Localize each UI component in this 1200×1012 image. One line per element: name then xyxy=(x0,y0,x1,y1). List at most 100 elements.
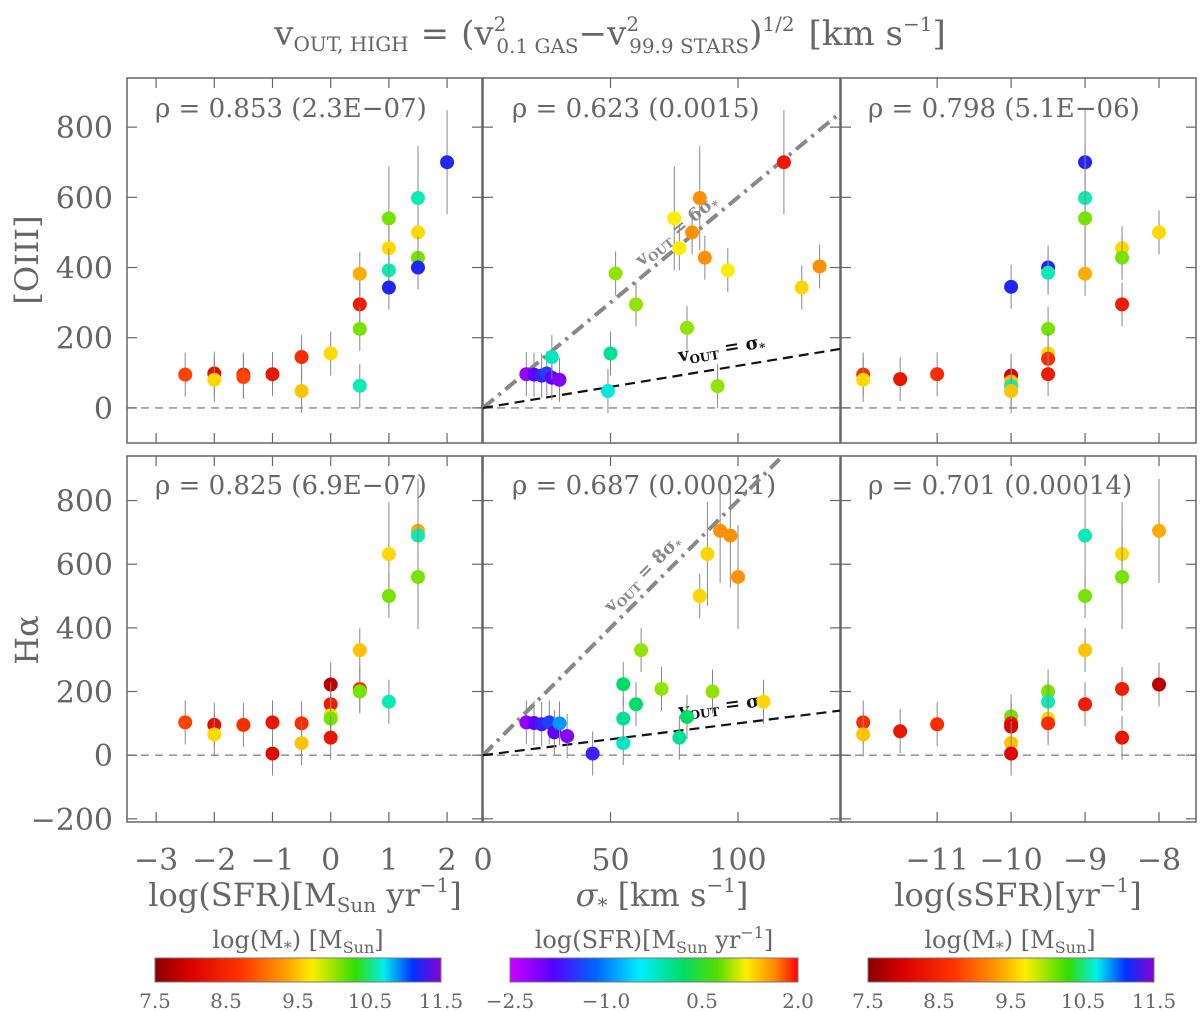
colorbar-tick: 7.5 xyxy=(139,989,171,1012)
data-point xyxy=(381,241,396,256)
data-point xyxy=(352,297,367,312)
data-point xyxy=(1041,367,1056,382)
x-tick-label: 1 xyxy=(379,843,398,878)
y-tick-label: 200 xyxy=(56,322,113,357)
x-tick-label: −11 xyxy=(905,843,968,878)
data-point xyxy=(236,370,251,385)
panel-oiii-ssfr: ρ = 0.798 (5.1E−06) xyxy=(840,77,1197,444)
data-point xyxy=(616,677,631,692)
panel-oiii-sigma: ρ = 0.623 (0.0015)vOUT = 6σ*vOUT = σ* xyxy=(481,77,842,444)
x-tick-label: 0 xyxy=(321,843,340,878)
chart-title: vOUT, HIGH = (v2 0.1 GAS−v2 99.9 STARS)1/2 [k… xyxy=(273,12,945,58)
x-tick-label: 0 xyxy=(473,843,492,878)
data-point xyxy=(1078,643,1093,658)
colorbar-tick: 2.0 xyxy=(782,989,814,1012)
data-point xyxy=(603,346,618,361)
data-point xyxy=(930,367,945,382)
x-tick-label: 50 xyxy=(591,843,629,878)
panel-halpha-ssfr: ρ = 0.701 (0.00014) −11 −10 −9 −8 xyxy=(840,455,1197,878)
data-point xyxy=(616,736,631,751)
colorbar-label: log(M*) [MSun] xyxy=(212,926,383,957)
reference-line-label: vOUT = 8σ* xyxy=(599,531,687,619)
data-point xyxy=(352,321,367,336)
data-point xyxy=(1041,716,1056,731)
data-point xyxy=(323,346,338,361)
data-point xyxy=(236,717,251,732)
data-point xyxy=(178,367,193,382)
data-point xyxy=(1078,266,1093,281)
colorbar-sfr: log(SFR)[MSun yr−1] −2.5 −1.0 0.5 2.0 xyxy=(486,923,814,1012)
panel-frame xyxy=(840,77,1197,444)
data-point xyxy=(1115,681,1130,696)
data-point xyxy=(629,697,643,712)
rho-label: ρ = 0.623 (0.0015) xyxy=(512,94,760,124)
data-point xyxy=(381,547,396,562)
panel-frame xyxy=(126,455,483,823)
data-point xyxy=(552,372,567,387)
data-point xyxy=(720,263,735,278)
y-tick-label: 0 xyxy=(94,392,113,427)
colorbar-tick: 10.5 xyxy=(1061,989,1106,1012)
one-sigma-line xyxy=(482,709,841,757)
y-tick-label: 0 xyxy=(94,739,113,774)
data-point xyxy=(1041,265,1056,280)
x-tick-label: 2 xyxy=(438,843,457,878)
colorbar-tick: −1.0 xyxy=(582,989,631,1012)
data-point xyxy=(265,746,280,761)
data-point xyxy=(692,191,707,206)
data-point xyxy=(294,350,309,365)
colorbar-tick: 10.5 xyxy=(348,989,393,1012)
colorbar-label: log(M*) [MSun] xyxy=(924,926,1095,957)
data-point xyxy=(1152,225,1167,240)
data-point xyxy=(207,372,222,387)
data-point xyxy=(352,684,367,699)
colorbar-tick: 8.5 xyxy=(210,989,242,1012)
colorbar-tick: 9.5 xyxy=(282,989,314,1012)
data-point xyxy=(352,266,367,281)
data-point xyxy=(544,350,559,365)
rho-label: ρ = 0.687 (0.00021) xyxy=(512,471,776,501)
data-point xyxy=(381,694,396,709)
panel-frame xyxy=(482,455,841,823)
colorbar-tick: 7.5 xyxy=(852,989,884,1012)
data-point xyxy=(323,730,338,745)
data-point xyxy=(381,589,396,604)
data-point xyxy=(667,211,682,226)
data-point xyxy=(654,681,669,696)
data-point xyxy=(856,727,871,742)
rho-label: ρ = 0.701 (0.00014) xyxy=(868,471,1132,501)
panel-oiii-sfr: ρ = 0.853 (2.3E−07) 0 200 400 600 800 xyxy=(56,77,483,444)
data-point xyxy=(1004,279,1019,294)
colorbar-gradient xyxy=(867,957,1155,983)
colorbar-gradient xyxy=(154,957,442,983)
data-point xyxy=(692,589,707,604)
data-point xyxy=(812,259,827,274)
colorbar-tick: 9.5 xyxy=(995,989,1027,1012)
data-point xyxy=(410,225,425,240)
colorbar-label: log(SFR)[MSun yr−1] xyxy=(535,923,774,957)
y-tick-label: 200 xyxy=(56,676,113,711)
data-point xyxy=(930,717,945,732)
data-point xyxy=(560,729,575,744)
panel-frame xyxy=(482,77,841,444)
y-tick-label: 400 xyxy=(56,252,113,287)
data-point xyxy=(600,384,615,399)
colorbar-gradient xyxy=(509,957,799,983)
data-point xyxy=(410,569,425,584)
one-sigma-line xyxy=(482,347,841,409)
data-point xyxy=(680,709,694,724)
data-point xyxy=(352,378,367,393)
data-point xyxy=(710,379,725,394)
data-point xyxy=(294,384,309,399)
y-tick-label: 600 xyxy=(56,548,113,583)
data-point xyxy=(207,727,222,742)
data-point xyxy=(265,367,280,382)
y-tick-label: 800 xyxy=(56,485,113,520)
colorbar-tick: 11.5 xyxy=(419,989,464,1012)
colorbar-tick: 8.5 xyxy=(923,989,955,1012)
data-point xyxy=(265,715,280,730)
data-point xyxy=(552,716,567,731)
x-tick-label: −9 xyxy=(1063,843,1107,878)
x-tick-label: −8 xyxy=(1137,843,1181,878)
